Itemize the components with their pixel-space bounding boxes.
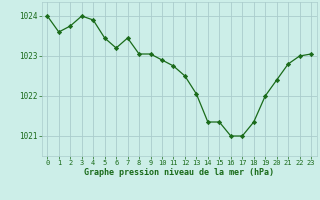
X-axis label: Graphe pression niveau de la mer (hPa): Graphe pression niveau de la mer (hPa) xyxy=(84,168,274,177)
